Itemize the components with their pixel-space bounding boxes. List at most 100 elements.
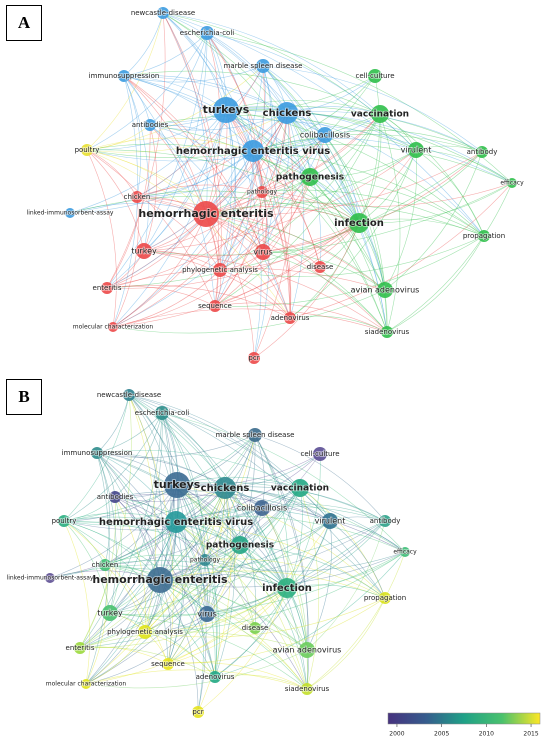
edge [225,105,483,153]
edge [162,12,219,307]
edge [162,12,311,178]
edge [309,176,485,237]
node-label: turkey [131,247,157,256]
edge [114,487,226,502]
edge [415,149,485,237]
edge [79,646,216,678]
node-label: propagation [463,232,505,240]
edge [205,151,483,216]
edge [219,176,311,271]
node [45,573,55,583]
node-label: newcastle-disease [131,9,195,17]
edge [63,412,163,522]
node-label: adenovirus [271,314,310,322]
edge [96,452,161,581]
edge [309,176,388,333]
node [291,479,309,497]
edge [252,134,483,153]
edge [114,496,146,633]
edge [112,251,264,328]
edge [86,149,360,224]
edge [106,267,386,291]
tick-label: 2010 [479,731,494,738]
edge [112,191,263,328]
edge [159,570,386,599]
edge [176,484,288,589]
node-label: immunosuppression [62,449,133,457]
edge [205,213,291,319]
edge [175,509,331,523]
edge [261,182,513,207]
colorbar-ticks: 2000 2005 2010 2015 [389,724,540,738]
edge [225,109,388,333]
edge [379,113,485,237]
edge [219,65,265,271]
edge [109,551,406,616]
edge [176,484,331,522]
node [144,119,156,131]
edge [63,520,288,589]
edge [175,487,301,523]
edges [49,394,406,713]
edge [262,65,483,153]
node-label: cell-culture [355,72,394,80]
node [213,263,227,277]
node [162,658,174,670]
edge [85,507,263,685]
node [381,326,393,338]
edge [63,520,111,614]
edge [175,516,406,553]
node [193,201,219,227]
edge [205,202,485,237]
edge [219,134,326,271]
node-label: virulent [401,146,432,155]
edge [96,452,226,489]
edge [96,412,163,454]
edge [79,587,288,649]
edge [86,109,227,151]
edge [225,109,360,224]
edge [79,631,308,651]
edge [149,124,254,152]
node-label: hemorrhagic enteritis virus [99,517,253,528]
edge [252,143,513,184]
edge [162,12,208,215]
edge [299,487,320,690]
node-label: poultry [52,517,77,525]
edge [106,32,208,289]
node-label: vaccination [351,110,409,120]
edge [79,487,301,649]
edge [324,129,483,153]
node [507,178,517,188]
node-label: cell-culture [300,450,339,458]
node-label: virus [253,248,272,257]
tick-label: 2005 [434,731,449,738]
edge [63,487,226,523]
edge [214,150,254,307]
edge [69,112,288,214]
edge [286,584,386,599]
node-label: avian adenovirus [351,286,420,295]
edge [143,109,227,252]
node [277,578,297,598]
edge [224,487,386,599]
edge [309,149,417,178]
edge [176,484,308,690]
edge [225,100,381,115]
edge [261,191,360,224]
edge [252,150,321,268]
edge [239,544,386,599]
edge [219,150,254,271]
edge [252,138,417,152]
node [322,513,338,529]
node-label: enteritis [66,644,95,652]
edge [261,507,308,651]
edge [384,151,483,291]
edge [204,558,386,599]
edge [162,12,263,193]
edge [86,32,208,151]
node-label: hemorrhagic enteritis [138,207,274,220]
edge [63,507,263,531]
edge [214,112,288,307]
edge [96,452,208,615]
